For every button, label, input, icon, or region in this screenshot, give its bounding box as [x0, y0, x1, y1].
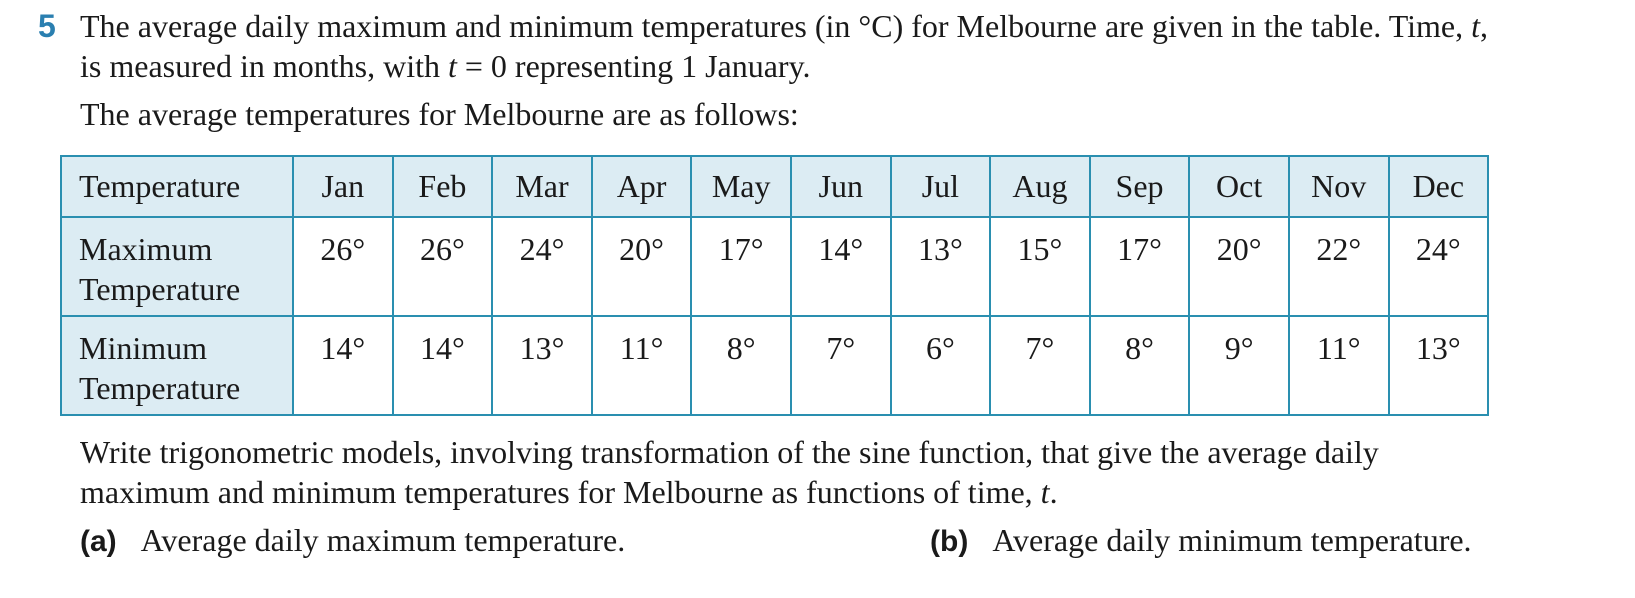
- question-instruction: Write trigonometric models, involving tr…: [80, 432, 1379, 512]
- header-cell: Nov: [1287, 155, 1390, 218]
- table-lead-text: The average temperatures for Melbourne a…: [80, 96, 799, 132]
- max-temp-cell: 20°: [590, 216, 693, 317]
- header-cell: Sep: [1088, 155, 1191, 218]
- max-temp-cell: 24°: [491, 216, 593, 317]
- min-temp-cell: 9°: [1188, 315, 1290, 416]
- min-temp-cell: 8°: [1088, 315, 1191, 416]
- min-temp-cell: 13°: [1387, 315, 1490, 416]
- table-row-minimum: Minimum Temperature 14° 14° 13° 11° 8° 7°…: [60, 315, 1490, 416]
- question-intro: The average daily maximum and minimum te…: [80, 6, 1488, 86]
- intro-line-1: The average daily maximum and minimum te…: [80, 8, 1488, 44]
- max-temp-cell: 17°: [690, 216, 792, 317]
- intro-line-2: is measured in months, with t = 0 repres…: [80, 48, 811, 84]
- part-b: (b) Average daily minimum temperature.: [930, 520, 1472, 562]
- max-temp-cell: 26°: [391, 216, 494, 317]
- row-label-maximum: Maximum Temperature: [60, 216, 294, 317]
- max-temp-cell: 14°: [789, 216, 892, 317]
- part-b-text: Average daily minimum temperature.: [992, 522, 1472, 558]
- min-temp-cell: 7°: [989, 315, 1091, 416]
- table-row-maximum: Maximum Temperature 26° 26° 24° 20° 17° 1…: [60, 216, 1490, 317]
- max-temp-cell: 24°: [1387, 216, 1490, 317]
- header-cell: Jun: [789, 155, 892, 218]
- max-temp-cell: 13°: [889, 216, 992, 317]
- part-a-text: Average daily maximum temperature.: [140, 522, 626, 558]
- row-label-minimum: Minimum Temperature: [60, 315, 294, 416]
- max-temp-cell: 22°: [1287, 216, 1390, 317]
- table-header-row: Temperature Jan Feb Mar Apr May Jun Jul …: [60, 155, 1490, 218]
- header-cell: Apr: [590, 155, 693, 218]
- header-cell: Oct: [1188, 155, 1290, 218]
- question-number: 5: [38, 8, 56, 44]
- min-temp-cell: 7°: [789, 315, 892, 416]
- header-cell: Jul: [889, 155, 992, 218]
- header-cell: May: [690, 155, 792, 218]
- temperature-table: Temperature Jan Feb Mar Apr May Jun Jul …: [60, 155, 1490, 416]
- instruction-line-1: Write trigonometric models, involving tr…: [80, 434, 1379, 470]
- header-cell: Jan: [292, 155, 394, 218]
- header-cell: Mar: [491, 155, 593, 218]
- max-temp-cell: 17°: [1088, 216, 1191, 317]
- min-temp-cell: 6°: [889, 315, 992, 416]
- header-cell: Aug: [989, 155, 1091, 218]
- max-temp-cell: 15°: [989, 216, 1091, 317]
- instruction-line-2: maximum and minimum temperatures for Mel…: [80, 474, 1058, 510]
- max-temp-cell: 20°: [1188, 216, 1290, 317]
- part-a-label: (a): [80, 525, 117, 558]
- min-temp-cell: 14°: [391, 315, 494, 416]
- min-temp-cell: 11°: [1287, 315, 1390, 416]
- header-cell: Temperature: [60, 155, 294, 218]
- min-temp-cell: 13°: [491, 315, 593, 416]
- header-cell: Feb: [391, 155, 494, 218]
- min-temp-cell: 8°: [690, 315, 792, 416]
- min-temp-cell: 14°: [292, 315, 394, 416]
- part-a: (a) Average daily maximum temperature.: [80, 520, 625, 562]
- header-cell: Dec: [1387, 155, 1490, 218]
- max-temp-cell: 26°: [292, 216, 394, 317]
- min-temp-cell: 11°: [590, 315, 693, 416]
- part-b-label: (b): [930, 525, 969, 558]
